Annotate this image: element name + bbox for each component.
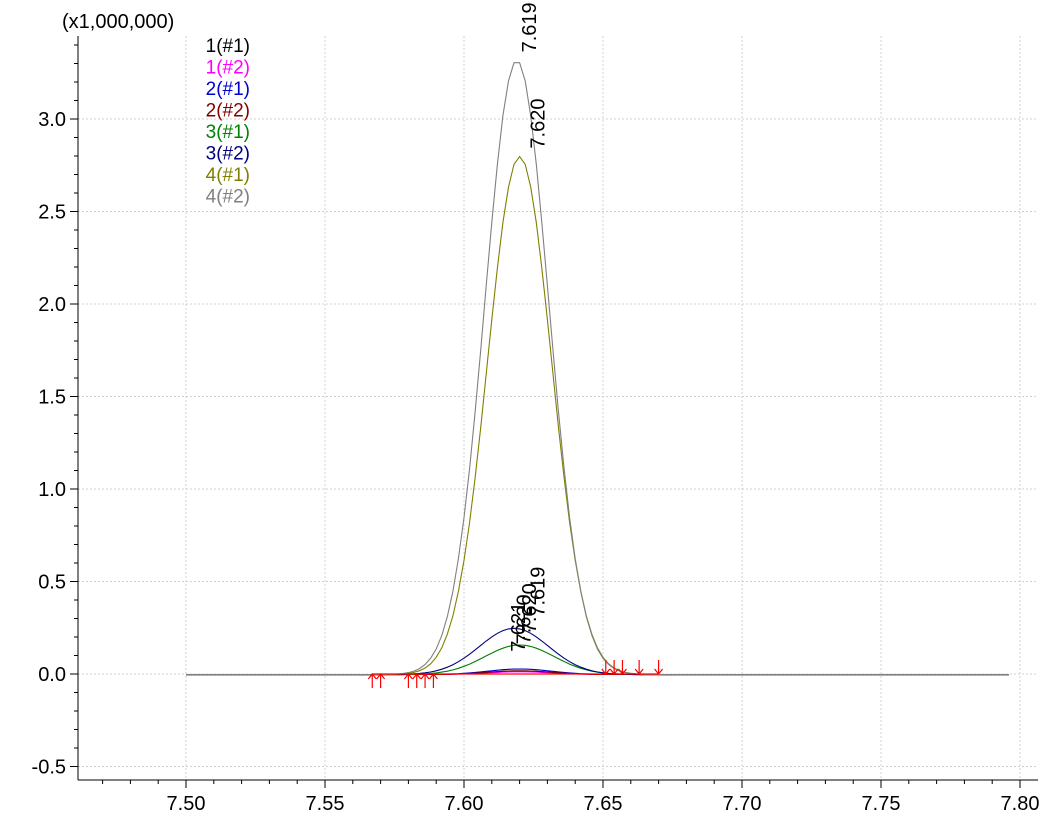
legend-item: 3(#2) <box>206 144 250 165</box>
peak-start-marker <box>367 673 377 688</box>
peak-end-marker <box>609 660 619 675</box>
peak-end-marker <box>617 660 627 675</box>
peak-start-marker <box>428 673 438 688</box>
legend-item: 1(#1) <box>206 36 250 57</box>
peak-start-marker <box>376 673 386 688</box>
grid-lines <box>78 36 1038 780</box>
peak-retention-label: 7.621 <box>508 602 530 652</box>
peak-retention-label: 7.620 <box>513 594 535 644</box>
series-line-6 <box>186 627 1009 676</box>
peak-retention-label: 7.619 <box>527 567 549 617</box>
y-tick-label: 1.5 <box>38 387 66 409</box>
peak-end-marker <box>601 660 611 675</box>
axes: -0.5 0.0 0.5 1.0 1.5 2.0 2.5 3.0 7.50 7.55 7.60 7.6… <box>32 36 1040 815</box>
y-tick-label: 2.0 <box>38 294 66 316</box>
series-line-7 <box>186 155 1009 676</box>
x-tick-label: 7.50 <box>167 793 206 815</box>
y-tick-label: 0.5 <box>38 572 66 594</box>
y-tick-label: 1.0 <box>38 479 66 501</box>
series-line-8 <box>186 62 1009 676</box>
legend: 1(#1)1(#2)2(#1)2(#2)3(#1)3(#2)4(#1)4(#2) <box>206 36 250 208</box>
peak-retention-label: 7.620 <box>519 583 541 633</box>
y-tick-label: 2.5 <box>38 202 66 224</box>
x-tick-label: 7.65 <box>584 793 623 815</box>
peak-end-marker <box>634 660 644 675</box>
x-tick-label: 7.70 <box>723 793 762 815</box>
legend-item: 3(#1) <box>206 122 250 143</box>
x-tick-label: 7.55 <box>306 793 345 815</box>
peak-start-marker <box>412 673 422 688</box>
legend-item: 4(#2) <box>206 187 250 208</box>
peak-start-marker <box>420 673 430 688</box>
series-lines <box>186 62 1009 676</box>
x-tick-label: 7.60 <box>445 793 484 815</box>
y-tick-label: 0.0 <box>38 664 66 686</box>
x-tick-label: 7.80 <box>1001 793 1040 815</box>
legend-item: 2(#1) <box>206 79 250 100</box>
legend-item: 1(#2) <box>206 58 250 79</box>
y-tick-label: 3.0 <box>38 109 66 131</box>
peak-start-marker <box>403 673 413 688</box>
y-tick-label: -0.5 <box>32 757 66 779</box>
integration-markers <box>367 660 664 688</box>
peak-end-marker <box>654 660 664 675</box>
peak-retention-label: 7.619 <box>519 2 541 52</box>
y-scale-label: (x1,000,000) <box>62 11 174 33</box>
legend-item: 4(#1) <box>206 165 250 186</box>
peak-retention-label: 7.620 <box>527 99 549 149</box>
x-tick-label: 7.75 <box>862 793 901 815</box>
legend-item: 2(#2) <box>206 101 250 122</box>
